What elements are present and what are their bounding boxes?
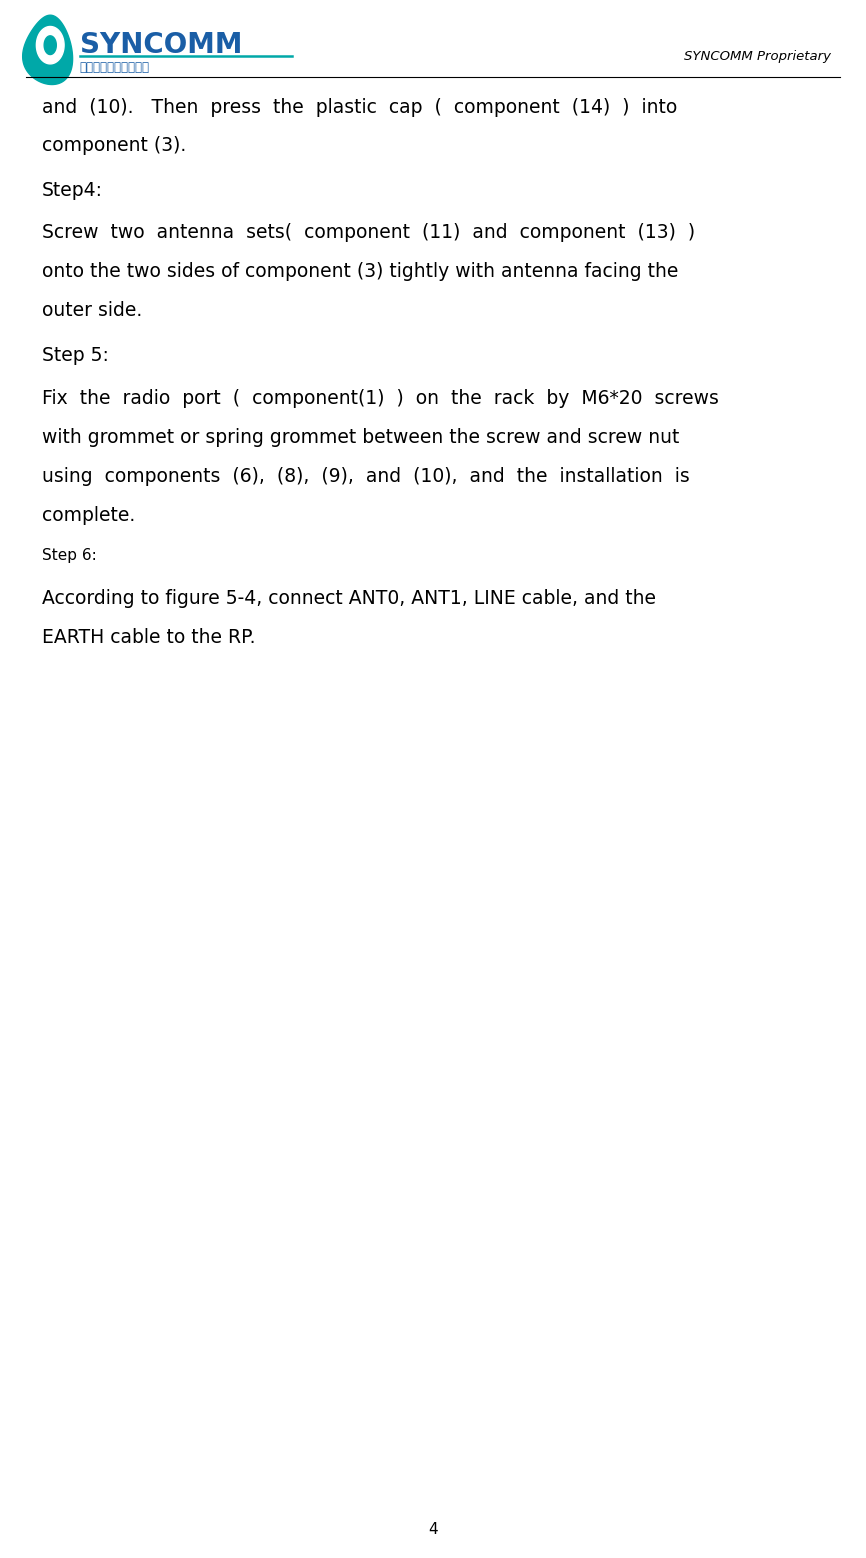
Polygon shape — [44, 36, 56, 55]
Text: with grommet or spring grommet between the screw and screw nut: with grommet or spring grommet between t… — [42, 428, 679, 447]
Text: Fix  the  radio  port  (  component(1)  )  on  the  rack  by  M6*20  screws: Fix the radio port ( component(1) ) on t… — [42, 390, 719, 408]
Text: According to figure 5‑4, connect ANT0, ANT1, LINE cable, and the: According to figure 5‑4, connect ANT0, A… — [42, 589, 656, 608]
Polygon shape — [23, 16, 73, 84]
Text: component (3).: component (3). — [42, 136, 186, 154]
Polygon shape — [36, 26, 64, 64]
Text: 凌源通訊股份有限公司: 凌源通訊股份有限公司 — [80, 61, 150, 73]
Text: complete.: complete. — [42, 506, 135, 525]
Text: Step 6:: Step 6: — [42, 548, 96, 564]
Text: using  components  (6),  (8),  (9),  and  (10),  and  the  installation  is: using components (6), (8), (9), and (10)… — [42, 467, 689, 486]
Text: SYNCOMM Proprietary: SYNCOMM Proprietary — [684, 50, 831, 64]
Text: outer side.: outer side. — [42, 301, 142, 319]
Text: Step 5:: Step 5: — [42, 346, 108, 365]
Text: onto the two sides of component (3) tightly with antenna facing the: onto the two sides of component (3) tigh… — [42, 262, 678, 280]
Text: and  (10).   Then  press  the  plastic  cap  (  component  (14)  )  into: and (10). Then press the plastic cap ( c… — [42, 98, 677, 117]
Text: Step4:: Step4: — [42, 181, 102, 199]
Text: EARTH cable to the RP.: EARTH cable to the RP. — [42, 628, 255, 647]
Text: SYNCOMM: SYNCOMM — [80, 31, 242, 59]
Text: 4: 4 — [428, 1522, 438, 1538]
Text: Screw  two  antenna  sets(  component  (11)  and  component  (13)  ): Screw two antenna sets( component (11) a… — [42, 223, 695, 241]
